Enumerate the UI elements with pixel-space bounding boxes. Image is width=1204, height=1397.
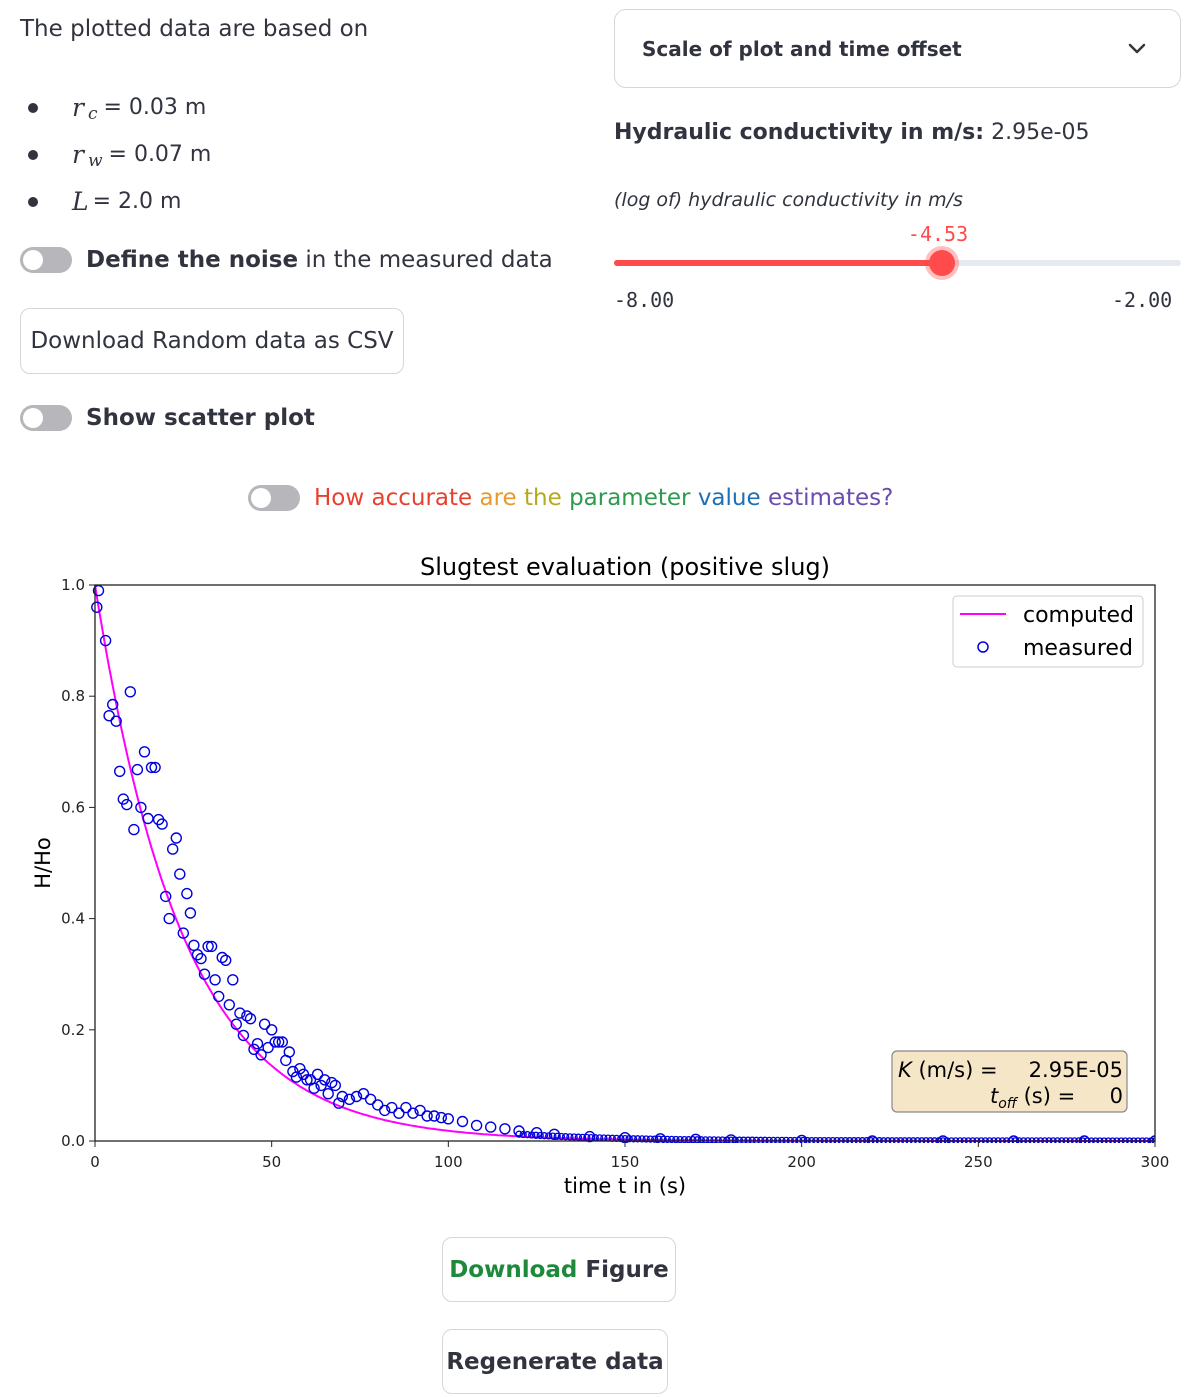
x-tick-label: 50 (262, 1153, 281, 1171)
y-axis-label: H/Ho (31, 837, 55, 889)
noise-toggle-row[interactable]: Define the noise in the measured data (20, 247, 553, 273)
noise-toggle[interactable] (20, 247, 72, 273)
annotation-toff-value: 0 (1110, 1084, 1123, 1108)
x-tick-label: 100 (434, 1153, 463, 1171)
noise-toggle-label-bold: Define the noise (86, 247, 299, 273)
bullet-icon (28, 149, 38, 160)
y-tick-label: 0.4 (61, 910, 85, 928)
slider-thumb[interactable] (928, 250, 955, 276)
bullet-icon (28, 196, 38, 207)
toggle-knob (251, 488, 271, 508)
annotation-toff-label: toff (s) = (990, 1084, 1075, 1112)
slider-max: -2.00 (1112, 288, 1173, 312)
y-tick-label: 0.2 (61, 1021, 85, 1039)
y-tick-label: 1.0 (61, 576, 85, 594)
chart-legend: computed measured (952, 595, 1144, 668)
bullet-icon (28, 102, 38, 113)
download-csv-button[interactable]: Download Random data as CSV (20, 308, 404, 374)
accuracy-label-segment: value (697, 485, 768, 511)
x-tick-label: 0 (90, 1153, 100, 1171)
parameter-annotation-box: K (m/s) = 2.95E-05 toff (s) = 0 (891, 1050, 1128, 1113)
legend-measured: measured (1023, 636, 1133, 661)
axis-ticks: 0 50 100 150 200 250 300 0.0 0.2 0.4 0.6 0.8 1.0 (61, 576, 1169, 1171)
y-tick-label: 0.0 (61, 1132, 85, 1150)
legend-circle-icon (977, 641, 989, 653)
expander-label: Scale of plot and time offset (642, 36, 962, 61)
slugtest-chart: Slugtest evaluation (positive slug) 0 50 1… (31, 553, 1169, 1198)
regenerate-data-button[interactable]: Regenerate data (442, 1329, 668, 1394)
noise-toggle-label: in the measured data (298, 247, 553, 273)
x-tick-label: 150 (611, 1153, 640, 1171)
accuracy-label-segment: parameter (569, 485, 698, 511)
x-tick-label: 250 (964, 1153, 993, 1171)
chevron-down-icon (1128, 43, 1146, 53)
accuracy-toggle-row[interactable]: How accurate are the parameter value est… (248, 485, 893, 511)
slider-current-value: -4.53 (907, 222, 969, 246)
param-L: L = 2.0 m (24, 178, 211, 225)
accuracy-toggle[interactable] (248, 485, 300, 511)
intro-text: The plotted data are based on (20, 16, 369, 42)
x-tick-label: 200 (787, 1153, 816, 1171)
scale-expander[interactable]: Scale of plot and time offset (614, 9, 1181, 88)
annotation-k-value: 2.95E-05 (1029, 1058, 1123, 1082)
slider-label: (log of) hydraulic conductivity in m/s (614, 189, 963, 211)
scatter-toggle-label: Show scatter plot (86, 405, 315, 431)
x-tick-label: 300 (1141, 1153, 1170, 1171)
accuracy-label-segment: the (524, 485, 570, 511)
legend-computed: computed (1023, 603, 1134, 628)
accuracy-label-segment: How accurate (314, 485, 480, 511)
conductivity-display: Hydraulic conductivity in m/s: 2.95e-05 (614, 120, 1090, 145)
conductivity-label: Hydraulic conductivity in m/s: (614, 120, 985, 145)
chart-title: Slugtest evaluation (positive slug) (420, 553, 830, 581)
accuracy-label-segment: estimates? (767, 485, 894, 511)
annotation-k-label: K (m/s) = (898, 1058, 998, 1082)
toggle-knob (23, 408, 43, 428)
toggle-knob (23, 250, 43, 270)
conductivity-value: 2.95e-05 (991, 120, 1090, 145)
x-axis-label: time t in (s) (564, 1174, 686, 1198)
slider-fill (614, 260, 942, 266)
slider-min: -8.00 (614, 288, 675, 312)
scatter-toggle-row[interactable]: Show scatter plot (20, 405, 315, 431)
y-tick-label: 0.8 (61, 687, 85, 705)
download-figure-button[interactable]: Download Figure (442, 1237, 676, 1302)
accuracy-toggle-label: How accurate are the parameter value est… (314, 485, 893, 511)
scatter-toggle[interactable] (20, 405, 72, 431)
y-tick-label: 0.6 (61, 798, 85, 816)
accuracy-label-segment: are (479, 485, 524, 511)
